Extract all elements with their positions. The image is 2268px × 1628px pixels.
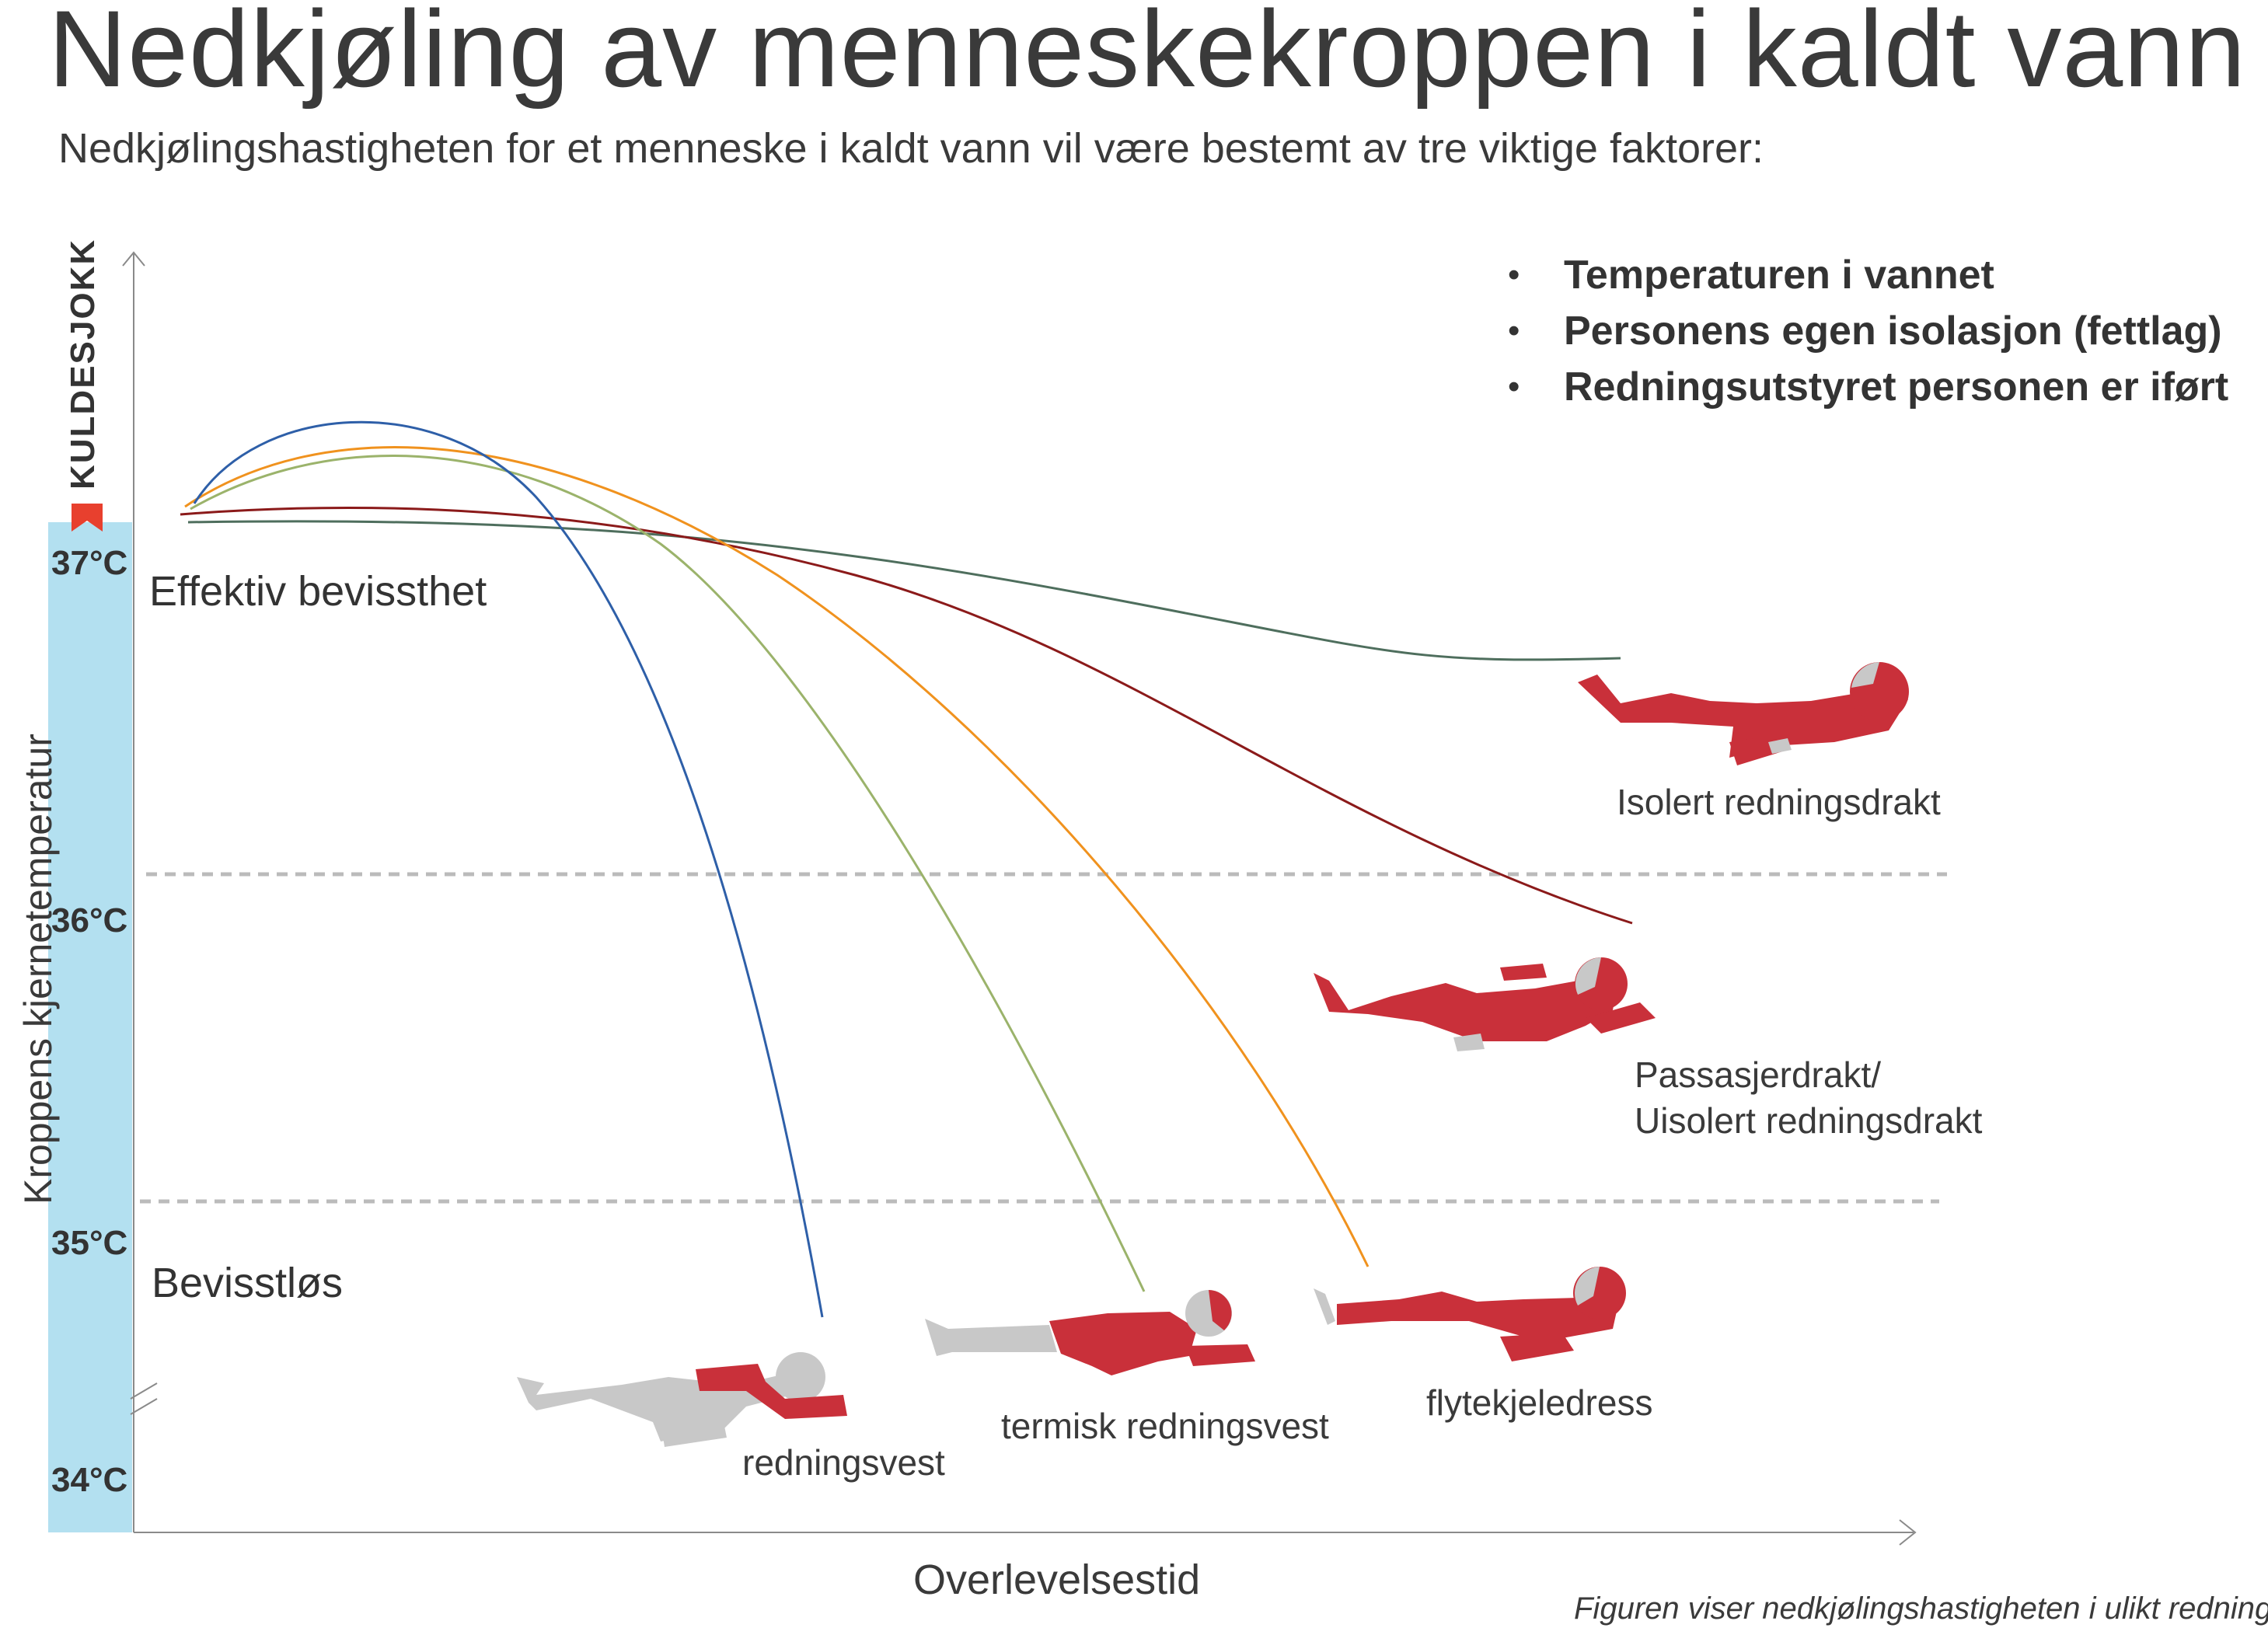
tick-34: 34°C xyxy=(51,1461,128,1499)
factor-label: Personens egen isolasjon (fettlag) xyxy=(1564,309,2222,354)
figure-passasjerdrakt xyxy=(1314,957,1656,1051)
figure-isolert-redningsdrakt xyxy=(1578,662,1909,765)
bullet: • xyxy=(1508,256,1520,294)
bullet: • xyxy=(1508,368,1520,406)
factor-item: • Redningsutstyret personen er iført xyxy=(1508,359,2228,415)
tick-36: 36°C xyxy=(51,901,128,939)
equipment-label: Passasjerdrakt/ xyxy=(1635,1055,1882,1095)
figure-redningsvest xyxy=(517,1352,847,1447)
equipment-label: Isolert redningsdrakt xyxy=(1617,782,1941,822)
figure-termisk-redningsvest xyxy=(925,1290,1255,1375)
shock-marker-icon xyxy=(72,504,103,532)
curve-passasjerdrakt xyxy=(180,506,1633,925)
factor-label: Temperaturen i vannet xyxy=(1564,253,1994,298)
suit-red xyxy=(1314,973,1617,1041)
y-axis-label: Kroppens kjernetemperatur xyxy=(16,734,60,1204)
suit-red xyxy=(1337,1286,1621,1338)
curve-flytekjeledress xyxy=(184,446,1370,1267)
y-axis-arrow-icon xyxy=(122,251,145,267)
curve-redningsvest xyxy=(193,420,824,1318)
caption: Figuren viser nedkjølingshastigheten i u… xyxy=(1574,1591,2268,1626)
thermometer-bar xyxy=(48,522,132,1532)
page-title: Nedkjøling av menneskekroppen i kaldt va… xyxy=(48,0,2246,110)
head-grey xyxy=(1851,662,1879,688)
head xyxy=(1850,662,1909,721)
factor-label: Redningsutstyret personen er iført xyxy=(1564,364,2229,410)
axis-break-mark xyxy=(130,1382,158,1400)
zone-label-lower: Bevisstløs xyxy=(152,1260,344,1306)
factor-item: • Temperaturen i vannet xyxy=(1508,247,2228,303)
x-axis-label: Overlevelsestid xyxy=(913,1557,1201,1603)
bullet: • xyxy=(1508,312,1520,350)
zone-label-upper: Effektiv bevissthet xyxy=(149,568,487,615)
factor-list: • Temperaturen i vannet • Personens egen i… xyxy=(1508,247,2228,415)
curve-termisk-redningsvest xyxy=(190,455,1146,1292)
shock-label: KULDESJOKK xyxy=(64,238,102,490)
curve-isolert-redningsdrakt xyxy=(187,520,1621,661)
vest-red xyxy=(1049,1312,1197,1375)
head-grey xyxy=(1574,1267,1600,1306)
suit-red xyxy=(1578,675,1908,758)
foot-grey xyxy=(1768,738,1792,754)
tick-35: 35°C xyxy=(51,1224,128,1262)
head xyxy=(776,1352,825,1402)
tick-37: 37°C xyxy=(51,544,128,582)
leg-red xyxy=(1500,964,1547,981)
factor-item: • Personens egen isolasjon (fettlag) xyxy=(1508,303,2228,359)
arm-red xyxy=(1586,1002,1656,1034)
arm-red xyxy=(1185,1344,1255,1366)
equipment-label: termisk redningsvest xyxy=(1001,1406,1329,1446)
equipment-label: flytekjeledress xyxy=(1426,1382,1653,1423)
body-grey-leg xyxy=(661,1418,727,1447)
foot-grey xyxy=(1314,1288,1335,1325)
figure-flytekjeledress xyxy=(1314,1267,1626,1361)
subtitle: Nedkjølingshastigheten for et menneske i… xyxy=(58,125,1764,172)
body-grey xyxy=(925,1319,1057,1356)
hood-red xyxy=(1209,1290,1232,1330)
equipment-label-line2: Uisolert redningsdrakt xyxy=(1635,1100,1983,1141)
head-grey xyxy=(1575,957,1601,995)
vest-red xyxy=(696,1364,847,1419)
x-axis-arrow-icon xyxy=(1899,1519,1917,1546)
arm-red xyxy=(1500,1333,1574,1361)
axis-break-mark xyxy=(130,1398,158,1415)
equipment-label: redningsvest xyxy=(742,1442,945,1483)
foot-grey xyxy=(1453,1034,1485,1051)
